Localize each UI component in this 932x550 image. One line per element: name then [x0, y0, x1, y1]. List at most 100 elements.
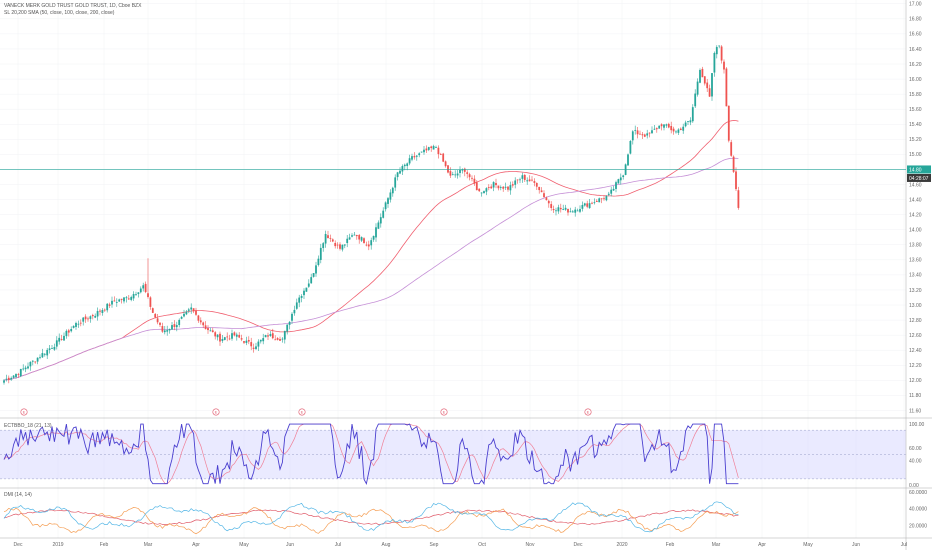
candle-body	[451, 174, 454, 176]
price-tick-label: 16.20	[909, 62, 922, 68]
candle-body	[559, 207, 562, 210]
candle-body	[108, 304, 111, 306]
candle-body	[711, 73, 713, 97]
candle-body	[377, 222, 380, 229]
chart-title: VANECK MERK GOLD TRUST GOLD TRUST, 1D, C…	[4, 3, 142, 9]
candle-body	[123, 297, 125, 302]
candle-body	[355, 235, 358, 237]
candle-body	[79, 322, 82, 324]
candle-body	[627, 154, 629, 166]
event-marker-icon	[440, 408, 448, 416]
candle-body	[103, 309, 106, 311]
candle-body	[478, 188, 481, 192]
candle-body	[75, 322, 77, 327]
dmi-axis-ticks: 60.0000 40.0000 20.0000	[909, 490, 927, 529]
candle-body	[562, 209, 565, 210]
candle-body	[343, 244, 346, 246]
candle-body	[238, 334, 241, 338]
candle-body	[151, 308, 154, 313]
candle-body	[439, 154, 442, 155]
time-tick-label: May	[803, 542, 813, 548]
candle-body	[526, 180, 529, 182]
candle-body	[583, 203, 586, 206]
candle-body	[595, 200, 598, 202]
candle-body	[144, 283, 147, 293]
candle-body	[329, 237, 332, 239]
candle-body	[298, 297, 301, 303]
candle-body	[216, 334, 219, 338]
candle-body	[403, 164, 406, 167]
time-tick-label: Mar	[144, 542, 153, 548]
candle-body	[5, 378, 8, 380]
candle-body	[528, 179, 531, 182]
candle-body	[507, 186, 509, 190]
oscillator-tick-label: 60.00	[909, 446, 922, 452]
price-tick-label: 16.80	[909, 17, 922, 23]
candle-body	[535, 182, 538, 187]
event-marker-icon	[584, 408, 592, 416]
candle-body	[142, 285, 145, 289]
oscillator-line	[3, 423, 739, 486]
candle-body	[579, 209, 581, 212]
candle-body	[291, 313, 293, 321]
price-tick-label: 15.40	[909, 122, 922, 128]
candle-body	[53, 346, 56, 350]
candle-body	[243, 341, 245, 343]
candle-body	[571, 211, 574, 213]
candle-body	[339, 244, 341, 249]
candle-body	[612, 188, 615, 191]
candle-body	[58, 337, 61, 342]
candle-body	[454, 174, 457, 176]
candle-body	[610, 189, 613, 194]
candle-body	[185, 311, 188, 315]
candle-body	[99, 310, 101, 312]
candle-body	[708, 88, 711, 97]
oscillator-pane	[3, 423, 739, 486]
dmi-tick-label: 20.0000	[909, 523, 927, 529]
candle-body	[365, 244, 368, 246]
candle-body	[737, 190, 740, 208]
candle-body	[36, 357, 39, 362]
candle-body	[15, 374, 17, 377]
countdown-label: 04:28:07	[909, 176, 929, 182]
candle-body	[334, 242, 337, 247]
candle-body	[567, 209, 569, 213]
candle-body	[180, 316, 183, 319]
price-tick-label: 15.60	[909, 107, 922, 113]
candle-body	[154, 313, 157, 318]
candle-body	[171, 325, 173, 330]
candle-body	[363, 238, 365, 244]
candle-body	[490, 186, 493, 189]
candle-body	[622, 175, 625, 178]
time-tick-label: Dec	[14, 542, 23, 548]
candle-body	[51, 348, 53, 349]
price-tick-label: 15.00	[909, 152, 922, 158]
candle-body	[593, 202, 596, 204]
candle-body	[514, 180, 517, 185]
candle-body	[286, 324, 289, 332]
candle-body	[27, 366, 29, 369]
candle-body	[31, 360, 34, 362]
candle-body	[543, 193, 545, 198]
candle-body	[197, 315, 200, 321]
candle-body	[598, 198, 601, 203]
candle-body	[502, 186, 505, 189]
candle-body	[660, 124, 663, 127]
candle-body	[730, 142, 733, 156]
time-tick-label: Mar	[712, 542, 721, 548]
time-axis-ticks: Dec 2019 Feb Mar Apr May Jun Jul Aug Sep Oct Nov Dec…	[14, 542, 908, 548]
time-tick-label: Jul	[901, 542, 907, 548]
candle-body	[65, 330, 68, 337]
candle-body	[367, 244, 370, 247]
candle-body	[149, 297, 152, 307]
candle-body	[576, 210, 579, 212]
candle-body	[523, 174, 526, 180]
candle-body	[3, 380, 5, 383]
time-tick-label: Aug	[382, 542, 391, 548]
candle-body	[547, 200, 550, 204]
last-price-tag	[907, 165, 931, 174]
candle-body	[22, 368, 25, 370]
candle-body	[607, 193, 610, 195]
price-tick-label: 13.00	[909, 303, 922, 309]
ma-label: SL 20,200 SMA (50, close, 100, close, 20…	[4, 10, 115, 16]
